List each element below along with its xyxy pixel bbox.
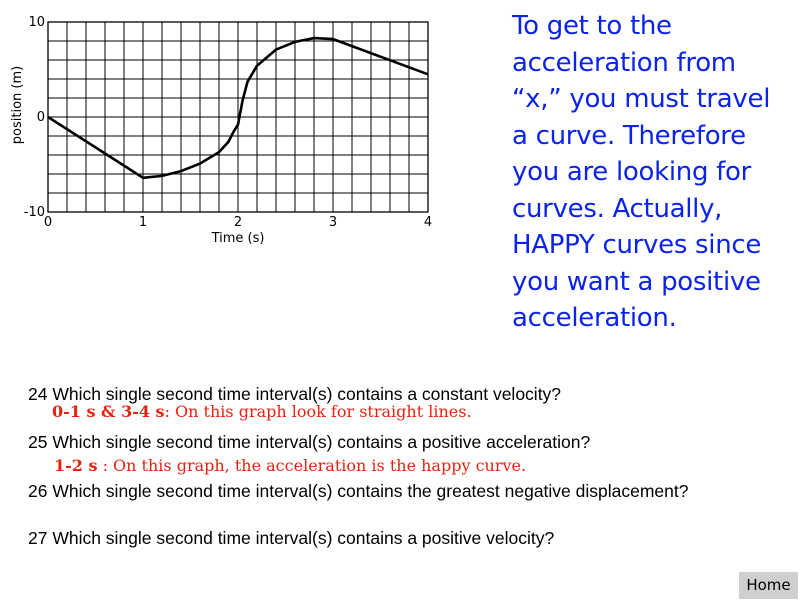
answer-25: 1-2 s : On this graph, the acceleration … xyxy=(54,456,526,475)
x-tick-label: 3 xyxy=(329,215,337,230)
y-tick-label: -10 xyxy=(24,205,45,220)
x-tick-label: 1 xyxy=(139,215,147,230)
y-axis-label: position (m) xyxy=(10,66,25,144)
y-tick-label: 10 xyxy=(28,15,45,30)
question-24: 24 Which single second time interval(s) … xyxy=(28,384,562,404)
x-tick-label: 4 xyxy=(424,215,432,230)
answer-25-interval: 1-2 s xyxy=(54,456,98,475)
x-axis-label: Time (s) xyxy=(211,231,265,246)
question-26: 26 Which single second time interval(s) … xyxy=(28,481,689,501)
graph-grid xyxy=(48,22,428,212)
x-tick-label: 2 xyxy=(234,215,242,230)
answer-24: 0-1 s & 3-4 s: On this graph look for st… xyxy=(52,402,472,421)
question-27: 27 Which single second time interval(s) … xyxy=(28,528,555,548)
explanation-text: To get to the acceleration from “x,” you… xyxy=(512,11,771,333)
position-curve xyxy=(47,36,429,180)
question-25: 25 Which single second time interval(s) … xyxy=(28,432,591,452)
answer-24-interval: 0-1 s & 3-4 s xyxy=(52,402,165,421)
answer-24-explanation: : On this graph look for straight lines. xyxy=(164,402,472,421)
x-tick-label: 0 xyxy=(44,215,52,230)
answer-25-explanation: : On this graph, the acceleration is the… xyxy=(97,456,527,475)
y-tick-label: 0 xyxy=(37,110,45,125)
home-button[interactable]: Home xyxy=(739,572,798,599)
